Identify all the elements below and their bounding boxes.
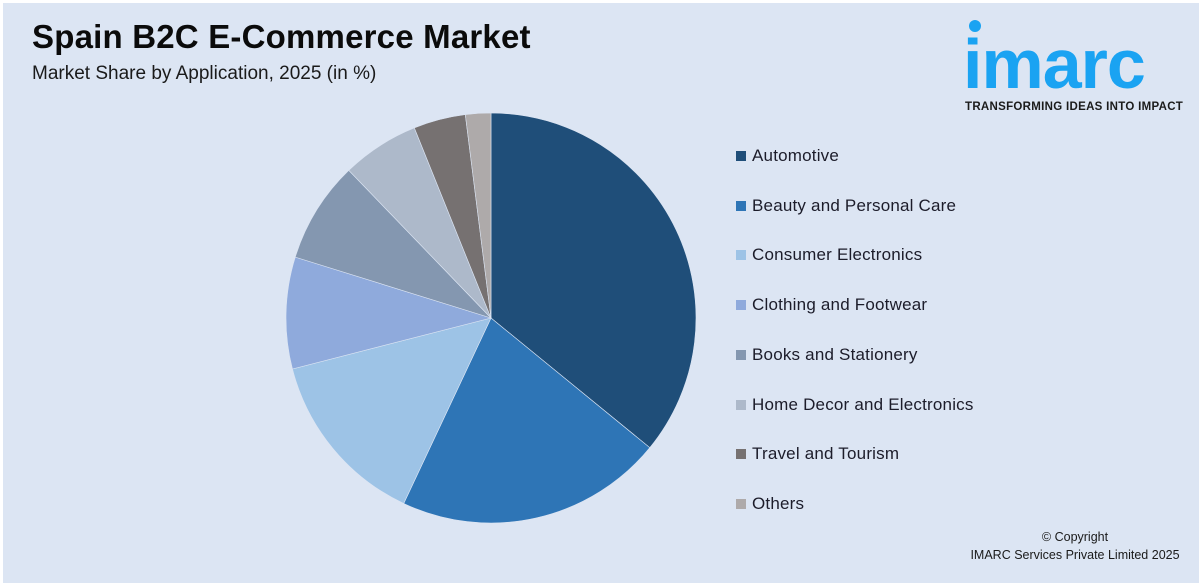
- legend-item-beauty-and-personal-care: Beauty and Personal Care: [736, 195, 956, 217]
- legend-label: Home Decor and Electronics: [752, 394, 974, 414]
- legend-item-travel-and-tourism: Travel and Tourism: [736, 443, 899, 465]
- logo-dot-icon: [969, 20, 981, 32]
- pie-slice-clothing-and-footwear: [285, 256, 493, 370]
- pie-slice-beauty-and-personal-care: [403, 317, 651, 524]
- legend-item-consumer-electronics: Consumer Electronics: [736, 244, 922, 266]
- legend-swatch: [736, 250, 746, 261]
- legend-label: Consumer Electronics: [752, 245, 923, 265]
- legend-label: Books and Stationery: [752, 344, 918, 364]
- imarc-logo: imarc TRANSFORMING IDEAS INTO IMPACT: [963, 15, 1195, 119]
- legend-item-clothing-and-footwear: Clothing and Footwear: [736, 294, 927, 316]
- legend-swatch: [736, 349, 746, 360]
- logo-tagline: TRANSFORMING IDEAS INTO IMPACT: [965, 101, 1184, 113]
- legend-swatch: [736, 399, 746, 410]
- copyright-notice: © Copyright IMARC Services Private Limit…: [960, 528, 1190, 564]
- chart-subtitle: Market Share by Application, 2025 (in %): [32, 63, 377, 84]
- legend-swatch: [736, 200, 746, 211]
- legend-item-books-and-stationery: Books and Stationery: [736, 344, 918, 366]
- legend-label: Others: [752, 493, 805, 513]
- pie-slice-consumer-electronics: [292, 317, 492, 504]
- pie-slice-automotive: [490, 112, 697, 449]
- pie-slice-books-and-stationery: [294, 169, 492, 319]
- legend-item-home-decor-and-electronics: Home Decor and Electronics: [736, 394, 974, 416]
- legend-swatch: [736, 300, 746, 311]
- legend-swatch: [736, 151, 746, 161]
- legend-item-others: Others: [736, 493, 804, 515]
- legend-label: Automotive: [752, 146, 840, 165]
- legend-item-automotive: Automotive: [736, 145, 839, 167]
- logo-wordmark: imarc: [963, 25, 1146, 103]
- legend-label: Clothing and Footwear: [752, 295, 928, 315]
- legend-label: Travel and Tourism: [752, 444, 900, 464]
- copyright-line-1: © Copyright: [1041, 530, 1109, 544]
- legend-label: Beauty and Personal Care: [752, 195, 957, 215]
- copyright-line-2: IMARC Services Private Limited 2025: [970, 548, 1180, 562]
- chart-title: Spain B2C E-Commerce Market: [32, 18, 531, 55]
- pie-slice-others: [464, 112, 492, 319]
- legend-swatch: [736, 449, 746, 460]
- legend-swatch: [736, 498, 746, 509]
